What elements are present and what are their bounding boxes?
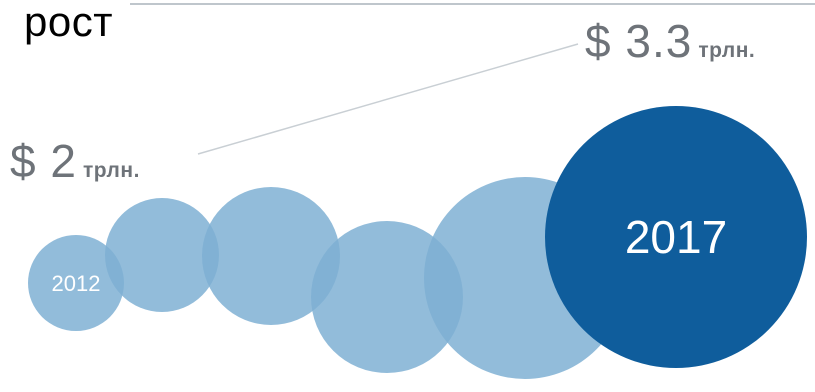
bubble-group: [28, 106, 807, 379]
bubble-year-2: [105, 198, 219, 312]
bubble-year-1: [28, 235, 124, 331]
growth-connector-line: [197, 43, 579, 155]
end-value-label: $ 3.3 трлн.: [585, 14, 755, 68]
bubble-year-6: [545, 106, 807, 368]
top-divider: [130, 3, 815, 5]
start-year-label: 2012: [52, 271, 101, 296]
end-year-label: 2017: [625, 211, 727, 263]
start-value-amount: $ 2: [10, 135, 77, 187]
bubble-year-4: [311, 221, 463, 373]
end-value-amount: $ 3.3: [585, 15, 693, 67]
bubble-year-3: [202, 187, 340, 325]
end-value-unit: трлн.: [698, 39, 756, 62]
page-title: рост: [24, 0, 113, 45]
start-value-label: $ 2 трлн.: [10, 134, 140, 188]
start-value-unit: трлн.: [82, 159, 140, 182]
